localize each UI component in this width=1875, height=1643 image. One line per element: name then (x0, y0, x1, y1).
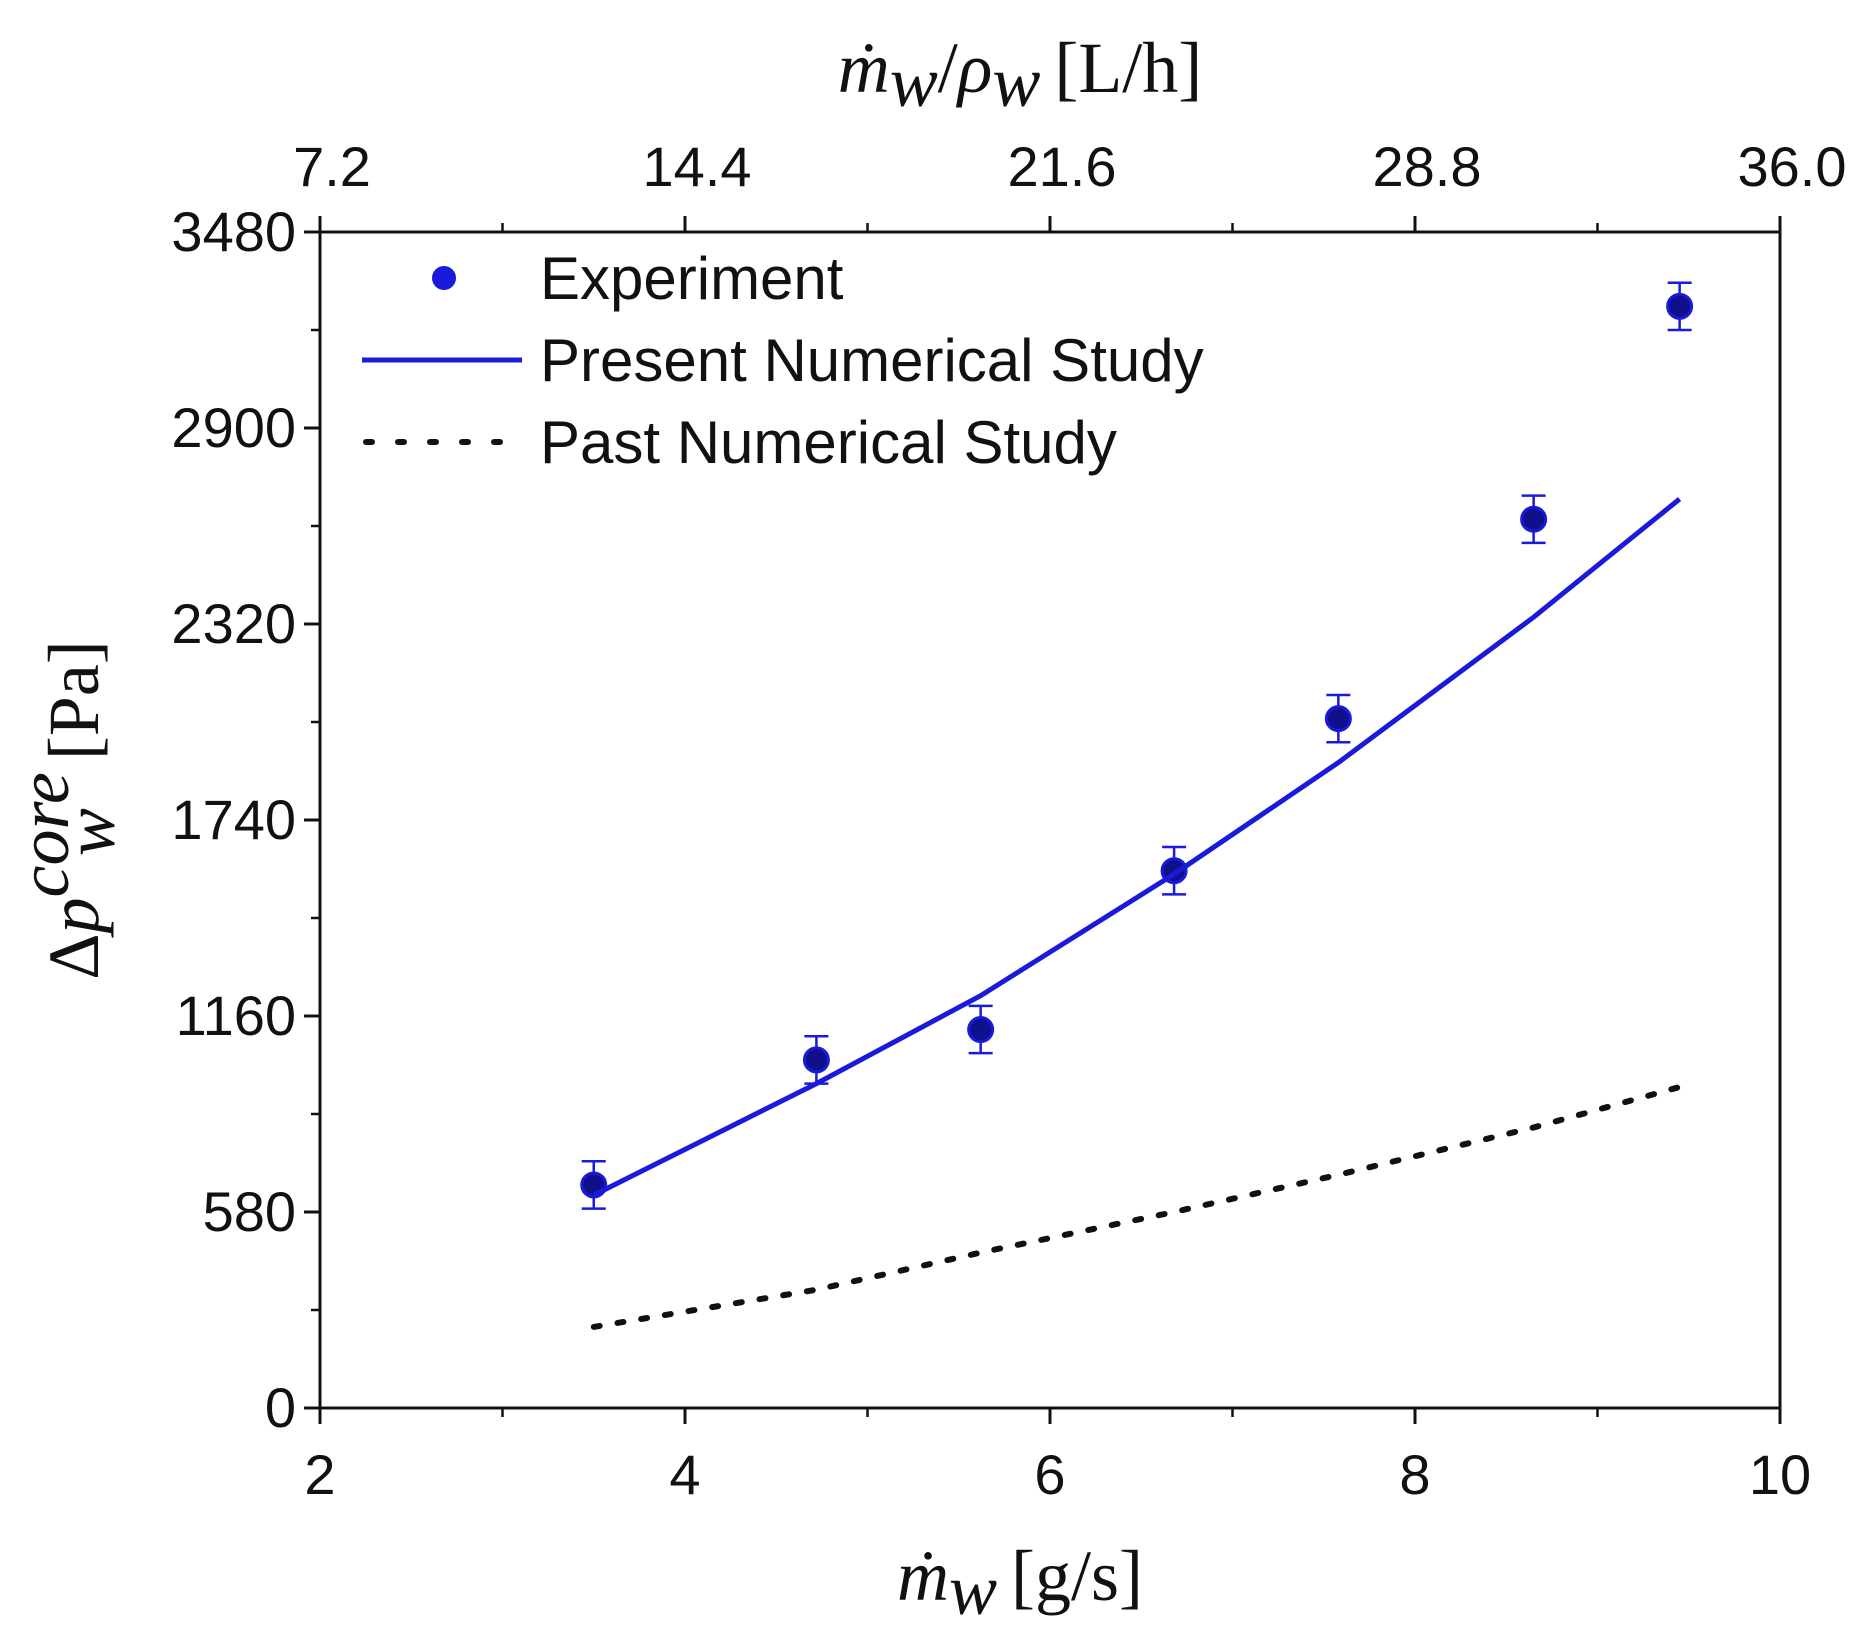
top-axis-title-subscript: w (890, 42, 938, 122)
series-layer (580, 281, 1694, 1330)
experiment-point (967, 1016, 995, 1044)
x-tick-label: 4 (669, 1443, 700, 1506)
top-tick-label: 36.0 (1738, 135, 1847, 198)
top-tick-label: 14.4 (643, 135, 752, 198)
y-axis-title-superscript: core (4, 772, 84, 897)
y-axis-title-group: Δpcorew [Pa] (4, 640, 130, 980)
x-tick-label: 2 (304, 1443, 335, 1506)
experiment-point (1520, 505, 1548, 533)
top-tick-label: 21.6 (1008, 135, 1117, 198)
y-tick-label: 0 (265, 1376, 296, 1439)
x-tick-label: 6 (1034, 1443, 1065, 1506)
top-axis-title-symbol: ṁ (838, 28, 890, 108)
x-axis-title: ṁw [g/s] (897, 1536, 1143, 1630)
series-line-2 (590, 1084, 1683, 1330)
top-axis-title-unit: [L/h] (1054, 28, 1202, 108)
legend: Experiment Present Numerical Study Past Nu… (362, 245, 1204, 476)
y-tick-label: 2900 (171, 396, 296, 459)
top-axis-title-rho-subscript: w (992, 42, 1040, 122)
legend-marker-experiment (432, 266, 456, 290)
experiment-point (802, 1046, 830, 1074)
y-axis-title: Δpcorew [Pa] (4, 640, 130, 980)
y-axis-title-delta: Δ (34, 933, 114, 979)
legend-label: Present Numerical Study (540, 327, 1204, 394)
y-tick-label: 1740 (171, 788, 296, 851)
x-axis-title-subscript: w (949, 1550, 997, 1630)
y-tick-label: 3480 (171, 200, 296, 263)
ticks-layer: 2 4 6 8 10 7.2 14.4 21.6 28.8 36.0 0 580 1160 1740 232… (171, 135, 1846, 1506)
legend-label: Experiment (540, 245, 844, 312)
x-axis-title-unit: [g/s] (1011, 1536, 1143, 1616)
experiment-point (1324, 705, 1352, 733)
y-tick-label: 580 (203, 1180, 296, 1243)
legend-label: Past Numerical Study (540, 409, 1117, 476)
experiment-point (1666, 292, 1694, 320)
top-axis-title-rho: ρ (956, 28, 993, 108)
y-axis-title-symbol: p (34, 897, 114, 938)
top-axis-title-divider: / (938, 28, 958, 108)
plot-frame (318, 230, 1782, 1410)
top-tick-label: 7.2 (293, 135, 371, 198)
y-tick-label: 2320 (171, 592, 296, 655)
y-axis-title-subscript: w (50, 808, 130, 856)
top-axis-title: ṁw/ρw [L/h] (838, 28, 1203, 122)
x-tick-label: 8 (1399, 1443, 1430, 1506)
y-axis-title-unit: [Pa] (34, 640, 114, 760)
y-tick-label: 1160 (176, 984, 296, 1047)
series-line-1 (592, 497, 1682, 1198)
top-tick-label: 28.8 (1373, 135, 1482, 198)
x-tick-label: 10 (1749, 1443, 1811, 1506)
x-axis-title-symbol: ṁ (897, 1536, 949, 1616)
